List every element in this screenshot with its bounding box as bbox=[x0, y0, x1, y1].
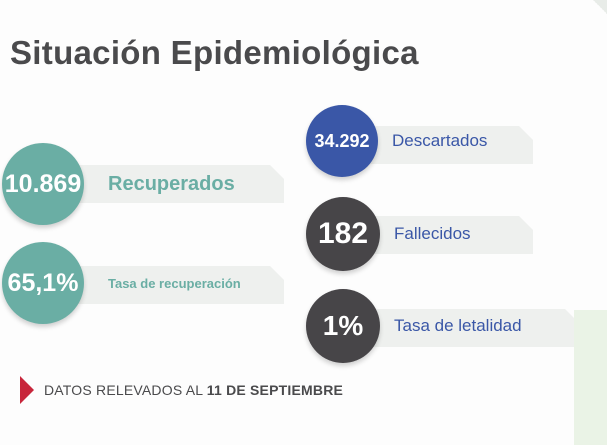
label-band bbox=[361, 126, 533, 164]
stat-value: 1% bbox=[322, 310, 364, 341]
label-band bbox=[361, 216, 533, 254]
page-title: Situación Epidemiológica bbox=[10, 34, 419, 71]
side-panel bbox=[574, 310, 607, 445]
stat-descartados: 34.292 Descartados bbox=[306, 105, 487, 177]
stat-label: Recuperados bbox=[108, 172, 235, 195]
label-band bbox=[361, 309, 579, 347]
stat-value-circle: 182 bbox=[306, 197, 380, 271]
footer-prefix: DATOS RELEVADOS AL bbox=[44, 382, 207, 398]
stat-value-circle: 34.292 bbox=[306, 105, 378, 177]
label-band bbox=[62, 266, 284, 304]
stat-label: Fallecidos bbox=[394, 224, 471, 243]
stat-recuperados: 10.869 Recuperados bbox=[2, 143, 235, 225]
stat-value: 34.292 bbox=[314, 130, 370, 151]
footer-date: 11 DE SEPTIEMBRE bbox=[206, 382, 344, 398]
label-band bbox=[62, 165, 284, 203]
stat-label: Tasa de letalidad bbox=[394, 316, 522, 335]
stat-label: Descartados bbox=[392, 131, 488, 150]
stat-value: 10.869 bbox=[4, 169, 82, 198]
triangle-arrow-icon bbox=[20, 376, 34, 404]
stat-value-circle: 1% bbox=[306, 289, 380, 363]
stat-fallecidos: 182 Fallecidos bbox=[306, 197, 471, 271]
stat-value: 65,1% bbox=[7, 268, 79, 297]
footer-note: DATOS RELEVADOS AL 11 DE SEPTIEMBRE bbox=[20, 376, 343, 404]
stat-label: Tasa de recuperación bbox=[108, 275, 241, 291]
stat-value: 182 bbox=[317, 217, 369, 250]
corner-decoration bbox=[593, 0, 607, 14]
stat-tasa-recuperacion: 65,1% Tasa de recuperación bbox=[2, 242, 241, 324]
stat-tasa-letalidad: 1% Tasa de letalidad bbox=[306, 289, 522, 363]
stat-value-circle: 65,1% bbox=[2, 242, 84, 324]
footer-text: DATOS RELEVADOS AL 11 DE SEPTIEMBRE bbox=[44, 382, 343, 398]
stat-value-circle: 10.869 bbox=[2, 143, 84, 225]
